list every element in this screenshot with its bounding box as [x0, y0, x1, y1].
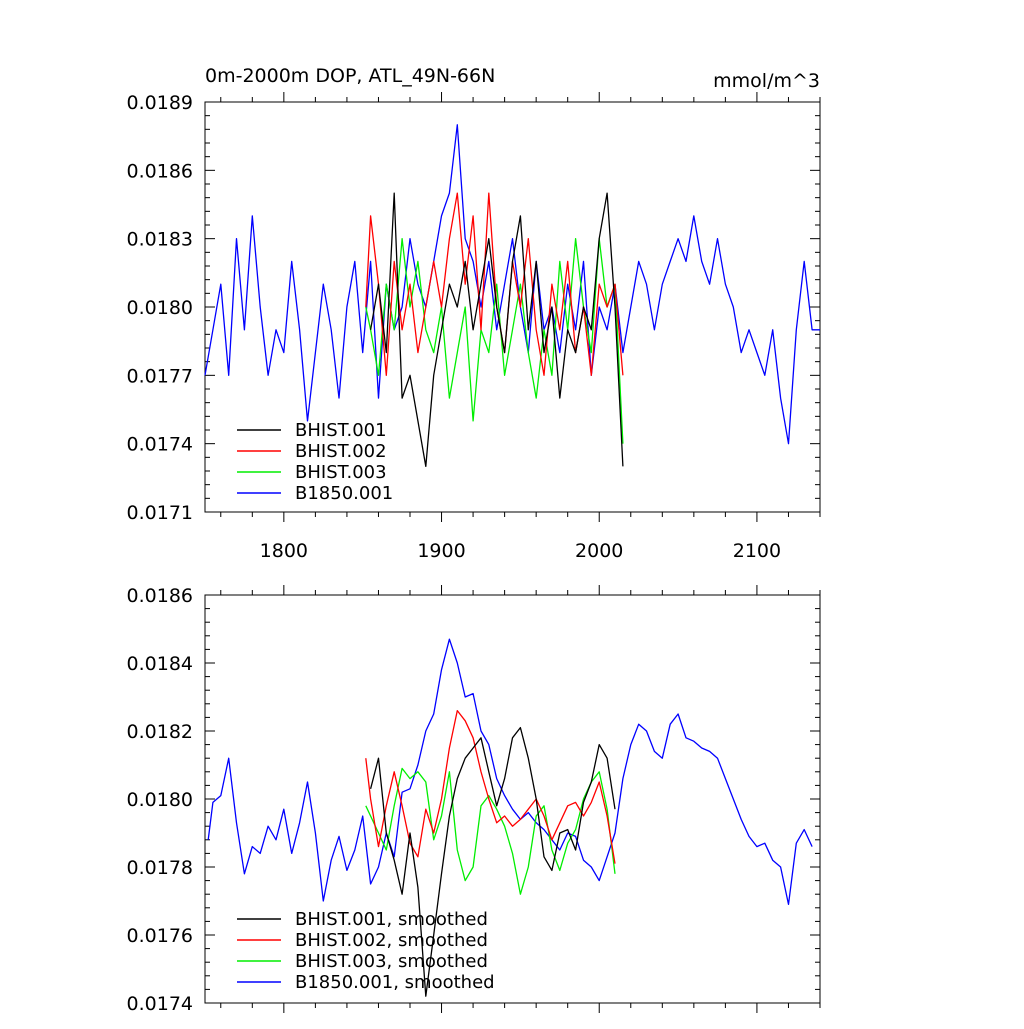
y-tick-label: 0.0184: [127, 653, 193, 675]
bottom-axis-ticks: 0.0174 0.0176 0.0178 0.0180 0.0182 0.0184 0.01…: [127, 585, 821, 1015]
legend-label: BHIST.002, smoothed: [295, 930, 488, 951]
y-tick-label: 0.0174: [127, 993, 193, 1015]
y-tick-label: 0.0176: [127, 925, 193, 947]
x-tick-label: 1900: [417, 540, 465, 562]
bottom-series-lines: [207, 638, 813, 997]
x-tick-label: 2100: [733, 540, 781, 562]
series-line-bhist-001: [369, 726, 616, 997]
legend-label: B1850.001, smoothed: [295, 972, 495, 993]
y-tick-label: 0.0183: [127, 229, 193, 251]
series-line-bhist-001: [369, 192, 624, 468]
top-panel: 0m-2000m DOP, ATL_49N-66N mmol/m^3 0.017…: [127, 65, 821, 562]
bottom-panel: 0.0174 0.0176 0.0178 0.0180 0.0182 0.0184 0.01…: [127, 585, 821, 1015]
y-tick-label: 0.0174: [127, 434, 193, 456]
y-tick-label: 0.0186: [127, 585, 193, 607]
y-tick-label: 0.0178: [127, 857, 193, 879]
y-tick-label: 0.0171: [127, 502, 193, 524]
legend-label: BHIST.003: [295, 462, 387, 483]
top-series-lines: [204, 124, 820, 468]
y-tick-label: 0.0180: [127, 297, 193, 319]
y-tick-label: 0.0177: [127, 365, 193, 387]
top-axis-ticks: 0.0171 0.0174 0.0177 0.0180 0.0183 0.0186 0.01…: [127, 92, 821, 562]
legend-label: B1850.001: [295, 483, 393, 504]
series-line-bhist-002: [365, 709, 616, 864]
series-line-b1850-001: [207, 638, 813, 906]
y-tick-label: 0.0189: [127, 92, 193, 114]
chart-title: 0m-2000m DOP, ATL_49N-66N: [205, 65, 495, 87]
series-line-bhist-003: [365, 238, 624, 444]
series-line-b1850-001: [204, 124, 820, 445]
x-tick-label: 2000: [575, 540, 623, 562]
legend-label: BHIST.001: [295, 420, 387, 441]
y-tick-label: 0.0186: [127, 160, 193, 182]
legend-label: BHIST.003, smoothed: [295, 951, 488, 972]
y-tick-label: 0.0182: [127, 721, 193, 743]
x-tick-label: 1800: [260, 540, 308, 562]
series-line-bhist-003: [365, 767, 616, 895]
units-label: mmol/m^3: [713, 70, 820, 92]
legend-label: BHIST.002: [295, 441, 387, 462]
y-tick-label: 0.0180: [127, 789, 193, 811]
legend-label: BHIST.001, smoothed: [295, 909, 488, 930]
